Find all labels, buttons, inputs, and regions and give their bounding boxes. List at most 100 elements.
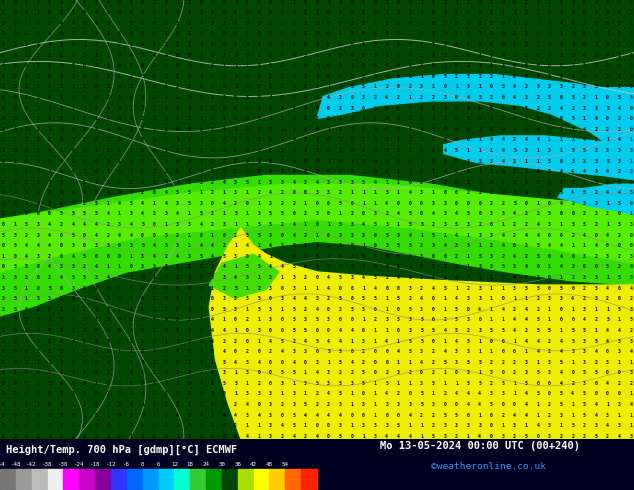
Text: 3: 3 [107,31,109,36]
Text: 5: 5 [339,360,342,365]
Text: 5: 5 [107,95,109,100]
Text: 0: 0 [60,233,63,238]
Text: 2: 2 [211,21,214,26]
Text: 5: 5 [362,381,365,386]
Text: 3: 3 [83,318,86,322]
Text: 5: 5 [443,74,446,79]
Text: 5: 5 [72,275,74,280]
Text: 0: 0 [164,360,167,365]
Text: 5: 5 [525,434,527,439]
Text: 5: 5 [211,392,214,396]
Text: 5: 5 [630,95,632,100]
Text: 4: 4 [83,222,86,227]
Text: 1: 1 [327,360,330,365]
Text: 4: 4 [223,201,226,206]
Text: 5: 5 [13,318,16,322]
Text: 2: 2 [595,148,597,153]
Text: 5: 5 [72,212,74,217]
Text: 5: 5 [618,222,621,227]
Text: 3: 3 [420,190,423,196]
Text: 0: 0 [164,296,167,301]
Text: 0: 0 [606,370,609,375]
Text: 5: 5 [188,339,191,343]
Text: 48: 48 [266,463,273,467]
Text: 4: 4 [153,148,156,153]
Text: 1: 1 [199,159,202,164]
Text: 0: 0 [443,402,446,407]
Text: 4: 4 [94,180,98,185]
Text: 3: 3 [25,137,28,143]
Text: 0: 0 [548,201,551,206]
Text: 3: 3 [281,31,283,36]
Text: 0: 0 [281,286,283,291]
Text: 0: 0 [327,201,330,206]
Text: 1: 1 [618,413,621,417]
Text: 0: 0 [630,180,632,185]
Text: 3: 3 [25,381,28,386]
Text: 5: 5 [129,95,133,100]
Text: 2: 2 [316,392,318,396]
Text: 5: 5 [467,105,470,111]
Text: 1: 1 [234,127,237,132]
Text: 2: 2 [339,84,342,89]
Text: 0: 0 [153,21,156,26]
Text: 0: 0 [316,423,318,428]
Text: 3: 3 [60,265,63,270]
Text: 3: 3 [281,95,283,100]
Text: 5: 5 [316,318,318,322]
Text: 4: 4 [153,159,156,164]
Text: 0: 0 [548,63,551,68]
Text: 5: 5 [37,339,39,343]
Text: 2: 2 [2,127,4,132]
Text: 5: 5 [583,402,586,407]
Text: 1: 1 [153,127,156,132]
Text: 2: 2 [606,127,609,132]
Text: 1: 1 [490,307,493,312]
Text: 1: 1 [630,423,632,428]
Text: 5: 5 [72,381,74,386]
Text: 2: 2 [316,116,318,121]
Text: 0: 0 [304,63,307,68]
Text: 4: 4 [548,243,551,248]
Text: 2: 2 [292,201,295,206]
Text: 5: 5 [269,212,272,217]
Text: 0: 0 [60,31,63,36]
Text: 5: 5 [478,21,481,26]
Text: 5: 5 [536,74,540,79]
Text: 4: 4 [292,10,295,15]
Text: 0: 0 [13,360,16,365]
Text: 0: 0 [83,0,86,5]
Text: 3: 3 [48,349,51,354]
Text: 5: 5 [25,222,28,227]
Text: 3: 3 [432,105,435,111]
Text: 1: 1 [141,434,144,439]
Text: 4: 4 [583,318,586,322]
Text: 1: 1 [188,148,191,153]
Text: 3: 3 [583,275,586,280]
Text: 3: 3 [141,265,144,270]
Text: 4: 4 [118,233,121,238]
Text: 5: 5 [362,254,365,259]
Text: 3: 3 [13,233,16,238]
Text: 1: 1 [199,296,202,301]
Text: 0: 0 [118,413,121,417]
Text: 3: 3 [432,275,435,280]
Text: 1: 1 [211,233,214,238]
Text: 1: 1 [501,180,505,185]
Text: 3: 3 [141,370,144,375]
Text: 5: 5 [83,116,86,121]
Bar [63,469,79,489]
Text: 5: 5 [583,222,586,227]
Text: 1: 1 [257,423,261,428]
Text: 4: 4 [281,105,283,111]
Text: 1: 1 [25,84,28,89]
Text: 3: 3 [351,127,353,132]
Text: 0: 0 [385,116,388,121]
Text: 4: 4 [351,328,353,333]
Text: 0: 0 [339,318,342,322]
Text: 5: 5 [223,74,226,79]
Text: 2: 2 [630,0,632,5]
Text: 5: 5 [548,212,551,217]
Text: 3: 3 [83,159,86,164]
Text: 0: 0 [13,95,16,100]
